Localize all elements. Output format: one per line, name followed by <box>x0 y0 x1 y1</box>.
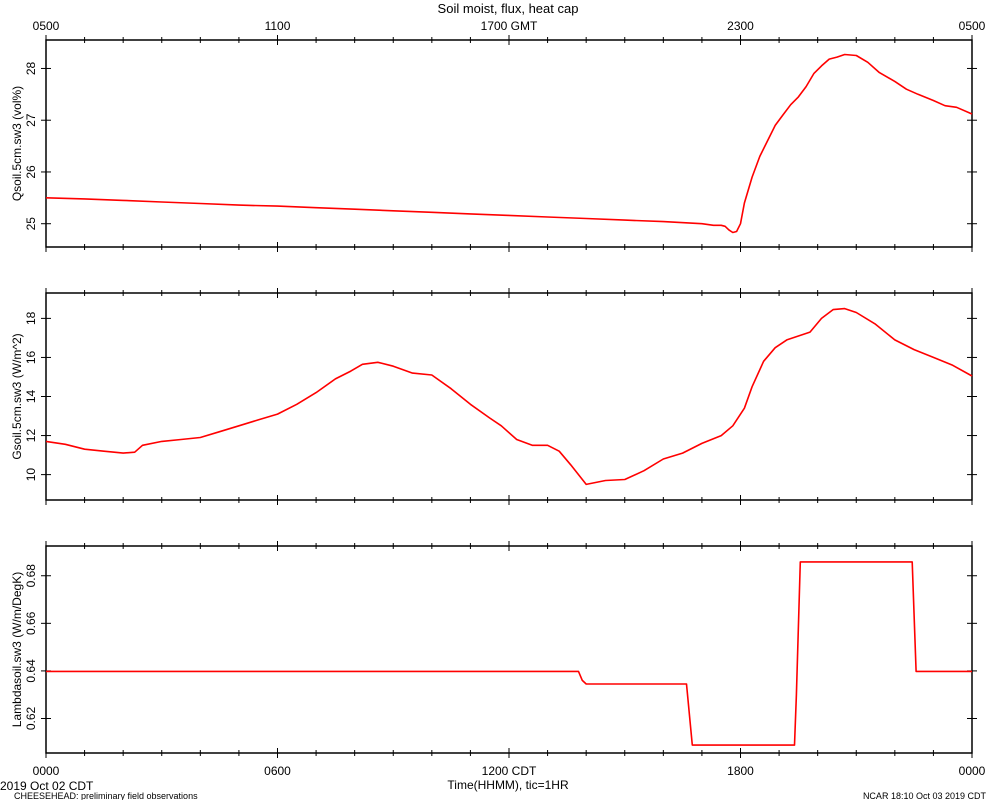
y-tick-label: 0.66 <box>24 611 38 635</box>
series-line <box>45 53 973 234</box>
footer-left-note: CHEESEHEAD: preliminary field observatio… <box>14 791 198 800</box>
footer-right: NCAR 18:10 Oct 03 2019 CDT <box>863 791 987 800</box>
y-tick-label: 10 <box>24 468 38 482</box>
y-axis-label: Gsoil.5cm.sw3 (W/m^2) <box>10 333 24 459</box>
y-tick-label: 0.62 <box>24 706 38 730</box>
y-axis-label: Qsoil.5cm.sw3 (vol%) <box>10 86 24 201</box>
x-top-tick-label: 1100 <box>265 19 291 33</box>
y-tick-label: 26 <box>24 165 38 179</box>
x-bottom-tick-label: 1800 <box>727 764 754 778</box>
y-tick-label: 18 <box>24 311 38 325</box>
x-bottom-tick-label: 0600 <box>264 764 291 778</box>
x-top-tick-label: 1700 GMT <box>481 19 538 33</box>
y-tick-label: 0.64 <box>24 659 38 683</box>
panel-frame <box>45 292 973 501</box>
x-bottom-tick-label: 0000 <box>33 764 60 778</box>
series-line <box>46 561 972 746</box>
chart-title: Soil moist, flux, heat cap <box>438 1 579 16</box>
series-line <box>45 307 973 486</box>
panel-frame <box>45 545 973 754</box>
y-tick-label: 25 <box>24 217 38 231</box>
y-tick-label: 28 <box>24 61 38 75</box>
x-axis-label: Time(HHMM), tic=1HR <box>447 778 569 792</box>
footer-left-date: 2019 Oct 02 CDT <box>0 779 94 793</box>
x-top-tick-label: 2300 <box>727 19 754 33</box>
y-tick-label: 12 <box>24 429 38 443</box>
y-tick-label: 0.68 <box>24 564 38 588</box>
y-axis-label: Lambdasoil.sw3 (W/m/DegK) <box>10 572 24 727</box>
y-tick-label: 27 <box>24 113 38 127</box>
x-top-tick-label: 0500 <box>33 19 60 33</box>
x-bottom-tick-label: 0000 <box>959 764 986 778</box>
x-bottom-tick-label: 1200 CDT <box>482 764 537 778</box>
y-tick-label: 14 <box>24 390 38 404</box>
x-top-tick-label: 0500 <box>959 19 986 33</box>
y-tick-label: 16 <box>24 350 38 364</box>
